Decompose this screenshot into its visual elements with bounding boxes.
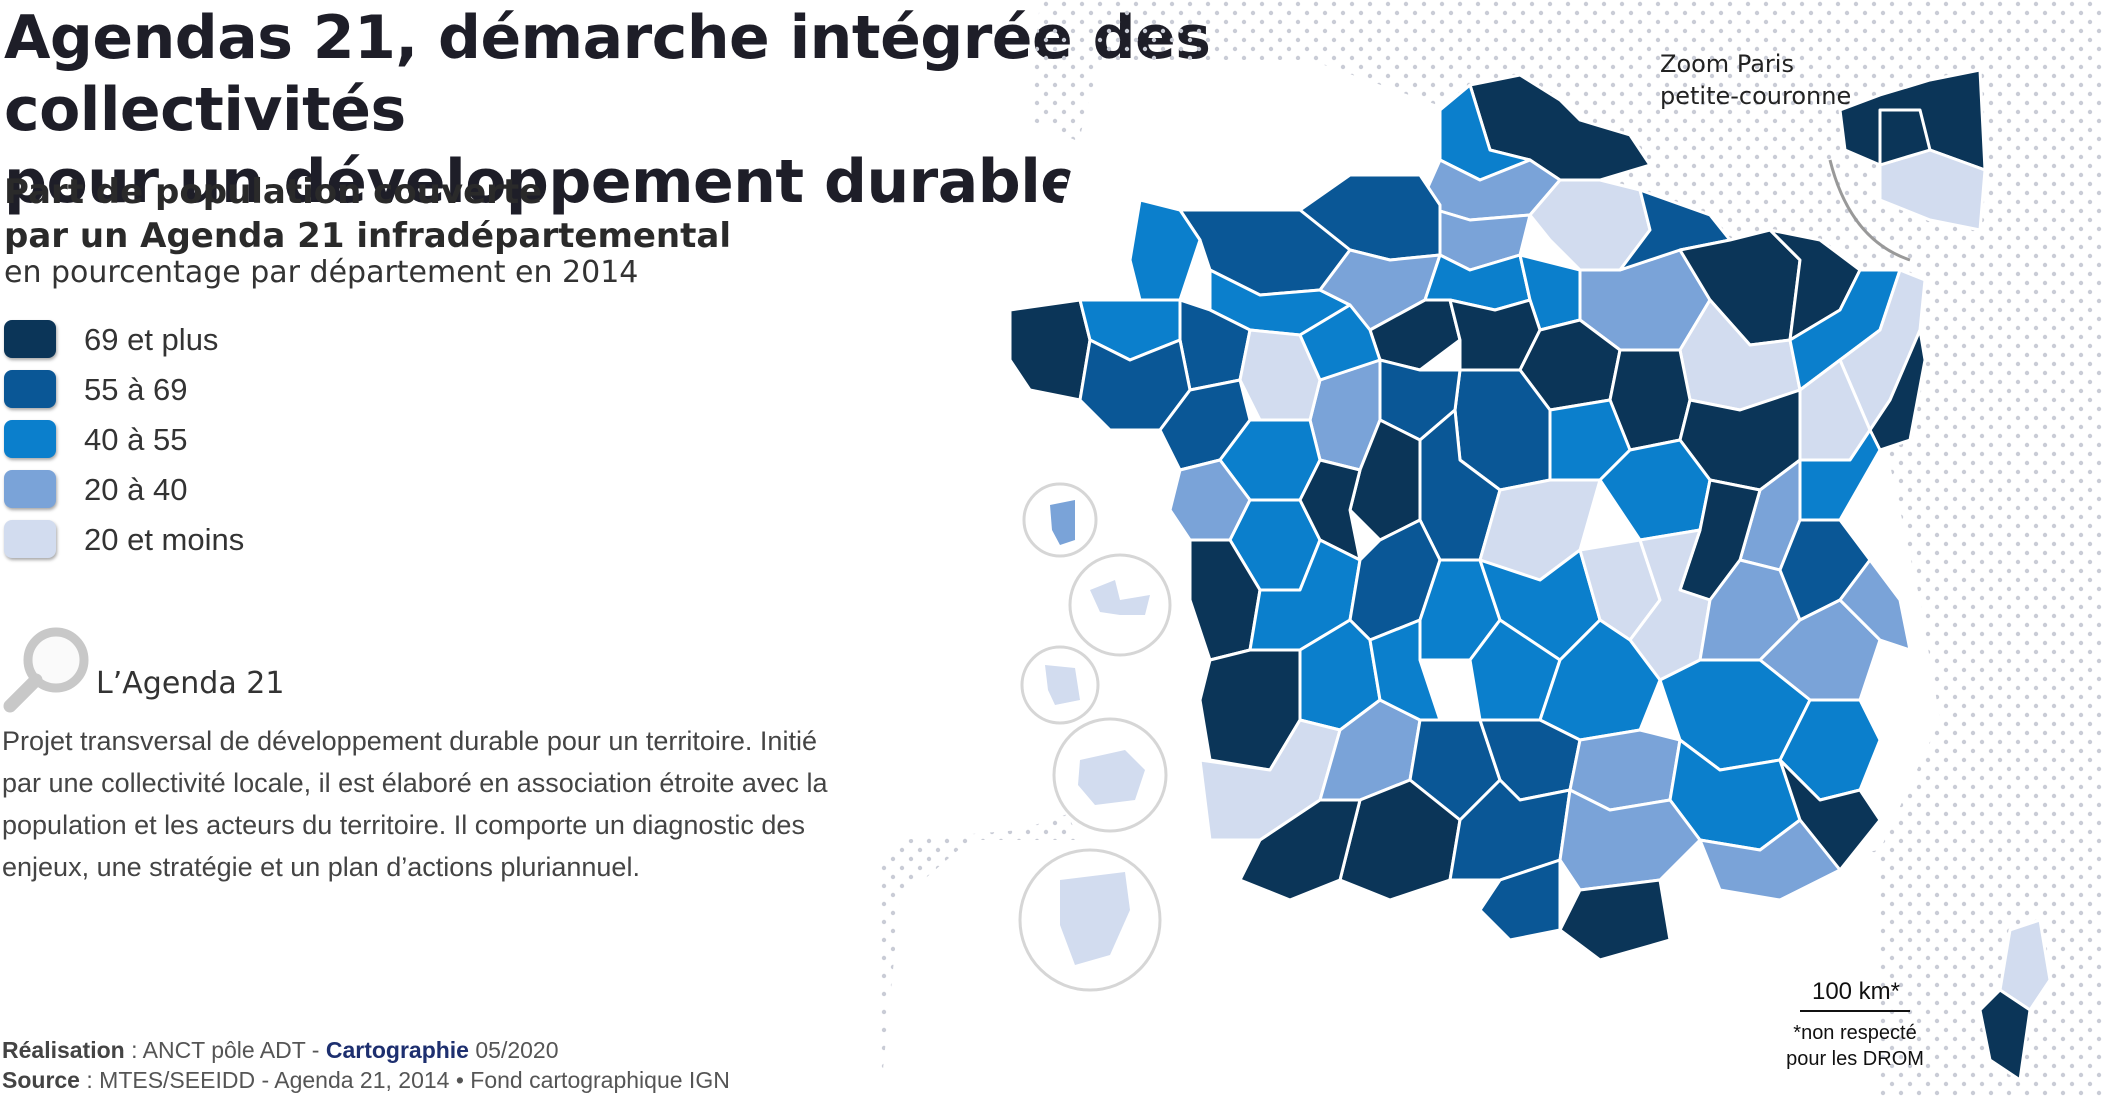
department xyxy=(1998,918,2052,1012)
legend-item: 40 à 55 xyxy=(4,420,304,460)
paris-zoom-inset xyxy=(1838,68,1987,232)
source-value: : MTES/SEEIDD - Agenda 21, 2014 • Fond c… xyxy=(79,1067,730,1093)
department xyxy=(1298,303,1382,382)
legend-swatch xyxy=(4,420,56,458)
title-line-2: pour un développement durable xyxy=(4,147,1081,217)
department xyxy=(1558,788,1702,892)
source-label: Source xyxy=(2,1067,80,1093)
legend-label: 40 à 55 xyxy=(84,422,188,457)
subtitle-line-2: par un Agenda 21 infradépartemental xyxy=(4,216,731,256)
departments xyxy=(1008,73,2052,1082)
department xyxy=(1838,558,1912,652)
department xyxy=(1478,858,1562,942)
realisation-label: Réalisation xyxy=(2,1037,125,1063)
credits: Réalisation : ANCT pôle ADT - Cartograph… xyxy=(2,1035,730,1095)
cartographie-label: Cartographie xyxy=(325,1037,469,1063)
drom-insets xyxy=(1018,482,1172,992)
map-subtitle: Part de population couverte par un Agend… xyxy=(4,170,731,258)
legend-item: 20 et moins xyxy=(4,520,304,560)
realisation-value: : ANCT pôle ADT - xyxy=(124,1037,326,1063)
legend-label: 20 et moins xyxy=(84,522,245,557)
subtitle-line-1: Part de population couverte xyxy=(4,172,543,212)
scale-note-line-2: pour les DROM xyxy=(1786,1048,1924,1070)
scale-note: *non respecté pour les DROM xyxy=(1760,1020,1950,1072)
credits-realisation: Réalisation : ANCT pôle ADT - Cartograph… xyxy=(2,1035,730,1065)
zoom-connector xyxy=(1828,159,1911,262)
legend-swatch xyxy=(4,320,56,358)
definition-text: Projet transversal de développement dura… xyxy=(2,726,828,882)
scale-label: 100 km* xyxy=(1811,978,1901,1005)
title-line-1: Agendas 21, démarche intégrée des collec… xyxy=(4,3,1211,145)
legend-swatch xyxy=(4,370,56,408)
credits-date: 05/2020 xyxy=(468,1037,559,1063)
legend-swatch xyxy=(4,520,56,558)
zoom-label: Zoom Paris petite-couronne xyxy=(1660,48,1851,112)
legend-item: 69 et plus xyxy=(4,320,304,360)
legend-item: 55 à 69 xyxy=(4,370,304,410)
scale-note-line-1: *non respecté xyxy=(1793,1022,1917,1044)
legend-label: 69 et plus xyxy=(84,322,219,357)
magnifier-icon xyxy=(3,627,89,713)
definition-title: L’Agenda 21 xyxy=(96,666,285,701)
legend-item: 20 à 40 xyxy=(4,470,304,510)
legend-label: 20 à 40 xyxy=(84,472,188,507)
scale-bar xyxy=(1800,1010,1910,1012)
department xyxy=(1558,878,1672,962)
page-title: Agendas 21, démarche intégrée des collec… xyxy=(4,2,1604,218)
department xyxy=(1078,338,1192,432)
department xyxy=(1238,798,1362,902)
credits-source: Source : MTES/SEEIDD - Agenda 21, 2014 •… xyxy=(2,1065,730,1095)
legend-swatch xyxy=(4,470,56,508)
unit-caption: en pourcentage par département en 2014 xyxy=(4,255,639,290)
zoom-label-line-1: Zoom Paris xyxy=(1660,50,1794,78)
zoom-label-line-2: petite-couronne xyxy=(1660,82,1852,110)
department xyxy=(1698,818,1842,902)
department xyxy=(1978,988,2032,1082)
france-map xyxy=(880,0,2103,1099)
legend-label: 55 à 69 xyxy=(84,372,188,407)
